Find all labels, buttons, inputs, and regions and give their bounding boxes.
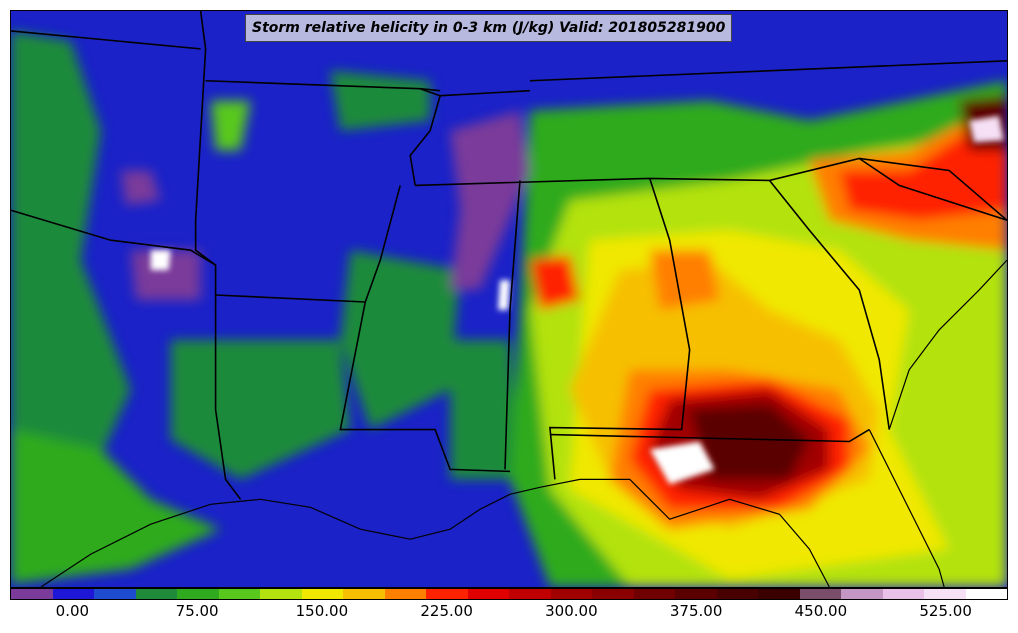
colorbar-segment <box>716 589 758 599</box>
colorbar-segment <box>343 589 385 599</box>
colorbar-segment <box>882 589 924 599</box>
colorbar-tick-label: 225.00 <box>420 602 473 620</box>
colorbar-segment <box>758 589 800 599</box>
map-panel <box>10 10 1008 588</box>
colorbar-tick-labels: 0.00 75.00 150.00 225.00 300.00 375.00 450.00 5… <box>0 602 1018 624</box>
colorbar-segment <box>11 589 53 599</box>
colorbar-segment <box>841 589 883 599</box>
colorbar-segment <box>94 589 136 599</box>
colorbar <box>10 588 1008 600</box>
colorbar-segment <box>965 589 1007 599</box>
colorbar-tick-label: 75.00 <box>175 602 219 620</box>
colorbar-segment <box>177 589 219 599</box>
colorbar-tick-label: 375.00 <box>669 602 723 620</box>
colorbar-segment <box>52 589 94 599</box>
field-contours <box>11 30 1007 587</box>
colorbar-segment <box>550 589 592 599</box>
colorbar-segment <box>218 589 260 599</box>
colorbar-segment <box>675 589 717 599</box>
colorbar-segment <box>467 589 509 599</box>
colorbar-segment <box>301 589 343 599</box>
colorbar-segment <box>592 589 634 599</box>
colorbar-tick-label: 0.00 <box>55 602 90 620</box>
colorbar-segment <box>260 589 302 599</box>
colorbar-segment <box>426 589 468 599</box>
coastlines <box>40 259 1007 587</box>
colorbar-tick-label: 300.00 <box>545 602 598 620</box>
colorbar-segment <box>384 589 426 599</box>
colorbar-segment <box>799 589 841 599</box>
colorbar-tick-label: 150.00 <box>295 602 349 620</box>
colorbar-segment <box>924 589 966 599</box>
helicity-field-map <box>11 11 1007 587</box>
colorbar-segment <box>135 589 177 599</box>
map-title: Storm relative helicity in 0-3 km (J/kg)… <box>245 14 733 42</box>
state-boundaries <box>11 11 1007 500</box>
white-peaks <box>150 115 1005 485</box>
colorbar-tick-label: 450.00 <box>794 602 848 620</box>
colorbar-segment <box>509 589 551 599</box>
colorbar-segment <box>633 589 675 599</box>
colorbar-tick-label: 525.00 <box>919 602 972 620</box>
